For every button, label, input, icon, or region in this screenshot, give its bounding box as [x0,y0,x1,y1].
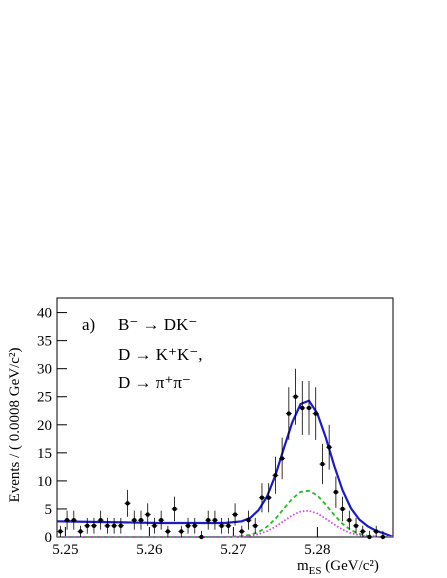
data-point [279,456,285,461]
data-point [179,529,184,534]
data-point [64,517,70,523]
x-label-main: m [297,558,309,574]
data-point [98,517,103,523]
data-point [152,523,157,528]
data-point [58,529,63,534]
data-point [199,534,204,540]
data-point [145,512,150,517]
data-point [340,506,345,512]
data-point [185,523,191,528]
annotation: D → π⁺π⁻ [118,373,191,392]
data-point [219,523,224,528]
data-point [212,517,218,523]
y-tick-label: 30 [37,362,52,378]
y-tick-label: 5 [45,502,53,518]
data-point [85,523,90,528]
y-tick-label: 10 [37,474,52,490]
data-point [326,445,332,450]
data-point [286,411,292,416]
x-tick-label: 5.27 [220,542,247,558]
fit-curve [56,399,394,539]
y-axis-label: Events / ( 0.0008 GeV/c²) [7,348,23,503]
data-point [125,501,130,506]
data-point [320,461,325,467]
data-point [367,534,372,540]
data-point [353,523,359,528]
x-label-rest: (GeV/c²) [322,558,379,574]
data-point [253,523,258,528]
data-point [300,405,305,411]
data-point [259,495,265,500]
data-point [91,523,97,528]
data-point [360,529,365,534]
data-point [313,411,318,416]
data-point [232,512,238,517]
data-point [206,517,211,523]
data-point [347,517,352,523]
data-point [132,517,137,523]
data-point [380,534,386,540]
data-point [105,523,110,528]
data-point [111,523,117,528]
data-point [78,529,83,534]
data-point [71,517,77,523]
data-point [239,529,244,534]
data-point [118,523,124,528]
data-point [293,394,298,399]
y-tick-label: 0 [45,530,53,546]
data-point [273,473,278,478]
annotation: B⁻ → DK⁻ [118,315,197,334]
y-tick-label: 20 [37,418,52,434]
x-tick-label: 5.28 [304,542,330,558]
y-tick-label: 25 [37,390,52,406]
data-point [165,529,171,534]
x-label-sub: ES [309,565,322,577]
data-point [192,523,197,528]
data-point [306,405,312,411]
y-tick-label: 40 [37,306,52,322]
data-point [333,489,339,495]
y-tick-label: 35 [37,334,52,350]
data-point [172,506,177,512]
x-tick-label: 5.26 [136,542,163,558]
y-tick-label: 15 [37,446,52,462]
data-point [158,517,164,523]
data-point [226,523,231,528]
data-point [246,517,251,523]
data-point [266,495,271,500]
x-tick-label: 5.25 [52,542,78,558]
data-point [138,517,144,523]
fit-curve [57,509,394,538]
annotation: a) [82,315,95,334]
data-point [374,529,379,534]
annotation: D → K⁺K⁻, [118,345,203,364]
x-axis-label: mES (GeV/c²) [297,558,379,577]
